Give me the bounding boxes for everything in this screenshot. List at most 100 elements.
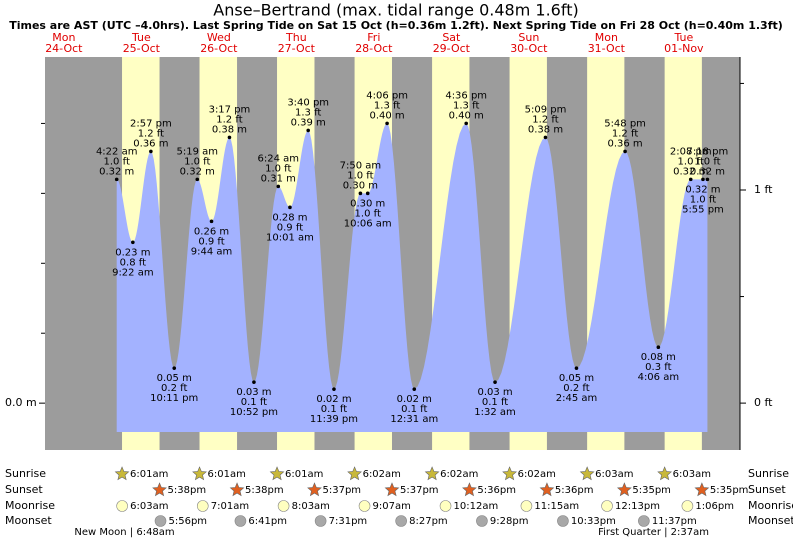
tide-label: 0.2 ft — [161, 383, 187, 394]
tide-point — [365, 191, 370, 196]
sunset-icon — [462, 482, 477, 497]
tide-label: 1.2 ft — [138, 128, 164, 139]
tide-label: 0.32 m — [673, 166, 708, 177]
tide-point — [149, 149, 153, 154]
tide-label: 2:45 am — [556, 393, 598, 404]
day-name: Fri — [367, 31, 380, 44]
sunrise-time: 6:01am — [285, 469, 323, 480]
tide-label: 9:22 am — [112, 267, 154, 278]
tide-label: 1.0 ft — [265, 163, 291, 174]
tide-label: 5:48 pm — [604, 118, 646, 129]
day-name: Tue — [131, 31, 151, 44]
tide-point — [195, 177, 200, 182]
tide-area — [116, 123, 708, 433]
tide-label: 1.0 ft — [347, 170, 373, 181]
sunrise-icon — [269, 466, 285, 481]
tide-label: 0.28 m — [272, 212, 307, 223]
moonrise-time: 8:03am — [292, 501, 330, 512]
moonset-icon — [557, 515, 569, 527]
moonrise-icon — [601, 500, 613, 512]
moonset-icon — [395, 515, 407, 527]
tide-label: 4:06 am — [638, 372, 680, 383]
tide-label: 1.0 ft — [184, 156, 210, 167]
tide-label: 0.36 m — [607, 138, 642, 149]
tide-point — [332, 387, 336, 391]
tide-label: 0.05 m — [559, 373, 594, 384]
sunrise-time: 6:01am — [208, 469, 246, 480]
day-date: 29-Oct — [433, 42, 471, 55]
sunset-icon — [694, 482, 710, 497]
sunrise-icon — [657, 466, 673, 481]
tide-label: 0.1 ft — [321, 404, 347, 415]
moonset-time: 10:33pm — [571, 516, 616, 527]
moonrise-time: 1:06pm — [695, 501, 734, 512]
tide-label: 1.2 ft — [532, 114, 558, 125]
chart-title: Anse–Bertrand (max. tidal range 0.48m 1.… — [213, 1, 578, 20]
tide-point — [574, 366, 579, 370]
moonset-icon — [638, 515, 650, 527]
moonrise-time: 6:03am — [130, 501, 168, 512]
sunset-time: 5:36pm — [555, 485, 594, 496]
tide-point — [656, 345, 661, 350]
tide-label: 5:19 am — [177, 146, 219, 157]
moonset-icon — [154, 515, 167, 527]
sunrise-icon — [424, 466, 440, 481]
sunset-time: 5:36pm — [477, 485, 516, 496]
moonrise-time: 11:15am — [534, 501, 579, 512]
sunrise-time: 6:02am — [518, 469, 556, 480]
tide-label: 0.1 ft — [482, 397, 508, 408]
sunset-icon — [152, 482, 167, 497]
y2-tick-label: 0 ft — [754, 396, 773, 409]
tide-label: 6:24 am — [258, 153, 300, 164]
moonset-time: 11:37pm — [652, 516, 697, 527]
tide-label: 0.23 m — [115, 247, 150, 258]
tide-label: 0.40 m — [369, 110, 404, 121]
moonrise-icon — [116, 500, 128, 512]
row-label: Moonset — [5, 514, 52, 527]
tide-label: 0.38 m — [212, 124, 247, 135]
tide-label: 0.30 m — [343, 180, 378, 191]
moon-phase: New Moon | 6:48am — [74, 527, 174, 538]
row-label: Sunset — [5, 483, 43, 496]
tide-label: 0.08 m — [641, 352, 676, 363]
tide-label: 1.2 ft — [216, 114, 242, 125]
moonrise-icon — [681, 500, 694, 512]
sunset-icon — [384, 482, 400, 497]
tide-point — [288, 205, 292, 210]
tide-label: 0.8 ft — [120, 257, 146, 268]
tide-label: 4:06 pm — [366, 90, 408, 101]
tide-label: 10:06 am — [344, 218, 392, 229]
tide-label: 1.0 ft — [104, 156, 130, 167]
day-date: 24-Oct — [45, 42, 83, 55]
tide-label: 0.39 m — [291, 117, 326, 128]
moonset-time: 7:31pm — [329, 516, 368, 527]
tide-point — [209, 219, 214, 224]
tide-label: 0.2 ft — [563, 383, 589, 394]
tide-label: 0.9 ft — [277, 222, 303, 233]
tide-point — [705, 177, 710, 182]
row-label: Moonrise — [748, 499, 793, 512]
day-name: Mon — [595, 31, 618, 44]
tide-label: 2:57 pm — [130, 118, 172, 129]
sunset-icon — [539, 482, 555, 497]
tide-point — [306, 128, 310, 133]
tide-label: 0.32 m — [180, 166, 215, 177]
tide-label: 0.31 m — [261, 173, 296, 184]
tide-point — [701, 177, 705, 182]
tide-label: 10:11 pm — [150, 393, 198, 404]
tide-label: 10:52 pm — [230, 407, 278, 418]
moonrise-icon — [277, 500, 290, 512]
tide-label: 10:01 am — [266, 232, 314, 243]
row-label: Sunrise — [748, 467, 789, 480]
y-tick-label: 0.0 m — [5, 396, 37, 409]
tide-label: 0.05 m — [157, 373, 192, 384]
tide-label: 3:40 pm — [287, 97, 329, 108]
day-date: 01-Nov — [664, 42, 704, 55]
tide-label: 0.1 ft — [401, 404, 427, 415]
tide-point — [464, 121, 469, 126]
sunrise-time: 6:02am — [363, 469, 401, 480]
sunset-time: 5:37pm — [322, 485, 361, 496]
sunset-icon — [229, 482, 245, 497]
moonrise-time: 10:12am — [454, 501, 499, 512]
